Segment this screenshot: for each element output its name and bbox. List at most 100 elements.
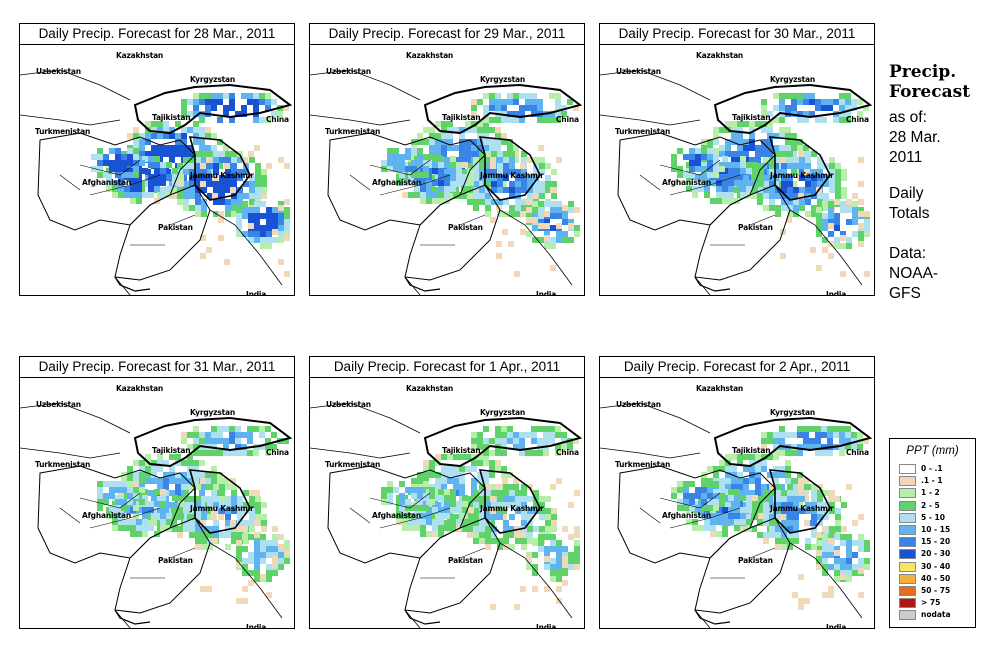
precip-cell	[811, 484, 817, 490]
precip-cell	[157, 121, 163, 127]
precip-cell	[828, 546, 834, 552]
precip-cell	[272, 540, 278, 546]
precip-cell	[247, 426, 253, 432]
precip-cell	[763, 175, 769, 181]
pakistan-border	[404, 184, 501, 281]
precip-cell-light	[840, 235, 846, 241]
precip-cell	[758, 180, 764, 186]
precip-cell	[509, 526, 515, 532]
precip-cell	[719, 478, 725, 484]
precip-cell	[501, 133, 507, 139]
legend-item: 1 - 2	[899, 488, 975, 499]
label-jammu-kashmir: Jammu Kashmir	[190, 504, 254, 513]
precip-cell	[266, 207, 272, 213]
precip-cell-light	[556, 157, 562, 163]
panel-title: Daily Precip. Forecast for 2 Apr., 2011	[600, 357, 874, 378]
precip-cell	[775, 502, 781, 508]
precip-cell	[195, 151, 201, 157]
precip-cell	[467, 496, 473, 502]
precip-cell	[471, 454, 477, 460]
precip-cell	[408, 192, 414, 198]
precip-cell	[477, 472, 483, 478]
precip-cell	[829, 175, 835, 181]
precip-cell	[211, 478, 217, 484]
precip-cell	[471, 484, 477, 490]
precip-cell	[689, 166, 695, 172]
precip-cell	[671, 487, 677, 493]
precip-cell-light	[254, 145, 260, 151]
precip-cell	[471, 460, 477, 466]
precip-cell	[728, 174, 734, 180]
precip-cell	[551, 514, 557, 520]
precip-cell	[834, 225, 840, 231]
precip-cell	[420, 525, 426, 531]
precip-cell-light	[248, 151, 254, 157]
precip-cell	[543, 117, 549, 123]
as-of-year: 2011	[889, 149, 923, 166]
precip-cell	[858, 207, 864, 213]
precip-cell	[247, 432, 253, 438]
precip-cell	[118, 519, 124, 525]
precip-cell-light	[556, 586, 562, 592]
precip-cell	[266, 231, 272, 237]
northern-border	[20, 402, 131, 459]
precip-cell	[755, 460, 761, 466]
precip-cell	[237, 514, 243, 520]
precip-cell	[284, 546, 290, 552]
precip-cell	[242, 564, 248, 570]
precip-cell	[811, 211, 817, 217]
precip-cell	[539, 508, 545, 514]
precip-cell-light	[242, 157, 248, 163]
precip-cell	[785, 139, 791, 145]
precip-cell	[473, 520, 479, 526]
precip-cell	[272, 207, 278, 213]
precip-cell	[396, 513, 402, 519]
precip-cell	[133, 460, 139, 466]
precip-cell	[545, 514, 551, 520]
precip-cell	[260, 213, 266, 219]
precip-cell	[193, 432, 199, 438]
precip-cell	[713, 466, 719, 472]
precip-cell	[568, 201, 574, 207]
precip-cell	[767, 121, 773, 127]
map-svg	[310, 69, 583, 295]
precip-cell	[139, 145, 145, 151]
precip-cell	[793, 484, 799, 490]
precip-cell	[142, 192, 148, 198]
precip-cell	[551, 193, 557, 199]
precip-cell	[533, 526, 539, 532]
precip-cell-light	[568, 502, 574, 508]
precip-cell-light	[858, 568, 864, 574]
legend-item: 20 - 30	[899, 549, 975, 560]
precip-cell	[193, 93, 199, 99]
precip-cell	[763, 538, 769, 544]
precip-cell	[471, 478, 477, 484]
precip-cell	[568, 558, 574, 564]
precip-cell	[473, 538, 479, 544]
precip-cell	[835, 181, 841, 187]
precip-cell-light	[858, 241, 864, 247]
precip-cell	[737, 127, 743, 133]
precip-cell	[799, 175, 805, 181]
precip-cell	[787, 157, 793, 163]
precip-cell	[211, 99, 217, 105]
precip-cell	[438, 519, 444, 525]
precip-cell	[562, 237, 568, 243]
precip-cell	[728, 180, 734, 186]
precip-cell	[713, 505, 719, 511]
map-svg	[600, 69, 873, 295]
precip-cell	[453, 145, 459, 151]
precip-cell	[722, 186, 728, 192]
precip-cell	[272, 225, 278, 231]
precip-cell	[858, 558, 864, 564]
precip-cell	[544, 552, 550, 558]
precip-cell	[426, 519, 432, 525]
precip-cell	[148, 156, 154, 162]
precip-cell	[539, 526, 545, 532]
precip-cell	[755, 145, 761, 151]
kashmir-border	[768, 469, 831, 534]
precip-cell	[785, 93, 791, 99]
precip-cell	[507, 93, 513, 99]
precip-cell	[181, 438, 187, 444]
precip-cell	[447, 139, 453, 145]
